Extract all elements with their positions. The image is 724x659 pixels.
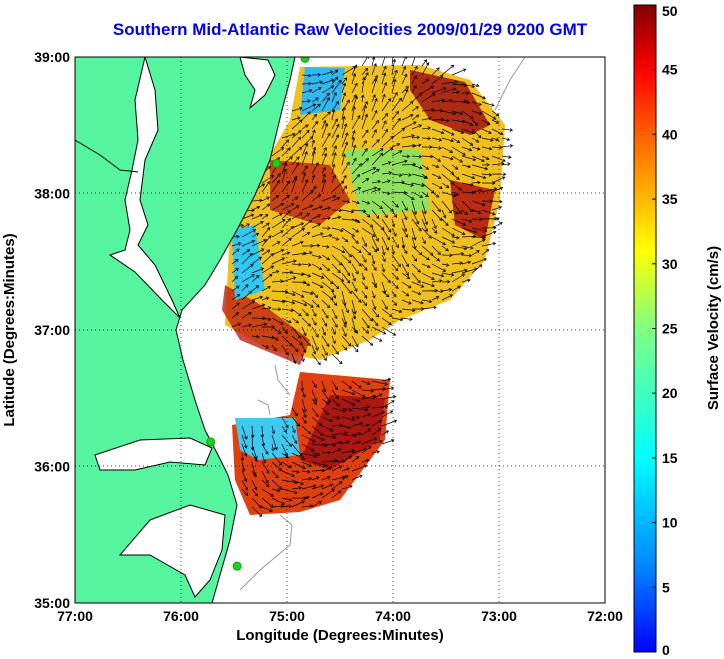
colorbar-tick-label: 40 [662, 126, 678, 142]
station-marker [206, 437, 216, 447]
vector-arrows [231, 57, 514, 517]
current-core-southwest [222, 285, 310, 365]
slow-patch-north [300, 67, 345, 115]
colorbar-ticks: 0 5 10 15 20 25 30 35 40 45 50 [652, 3, 678, 658]
y-tick-labels: 35:00 36:00 37:00 38:00 39:00 [34, 49, 70, 611]
map-axes: 77:00 76:00 75:00 74:00 73:00 72:00 35:00 36:0… [1, 49, 623, 644]
x-tick-label: 72:00 [587, 608, 623, 624]
colorbar-tick-label: 5 [662, 579, 670, 595]
x-tick-label: 76:00 [163, 608, 199, 624]
potomac-river [75, 139, 139, 173]
x-tick-label: 77:00 [57, 608, 93, 624]
moderate-patch-north [345, 150, 430, 215]
x-tick-label: 75:00 [269, 608, 305, 624]
albemarle-sound [94, 437, 213, 471]
map-title: Southern Mid-Atlantic Raw Velocities 200… [112, 20, 588, 39]
delaware-bay [239, 57, 276, 110]
colorbar-tick-label: 0 [662, 642, 670, 658]
velocity-vectors [231, 57, 514, 517]
colorbar-tick-label: 30 [662, 256, 678, 272]
y-tick-label: 35:00 [34, 595, 70, 611]
x-tick-labels: 77:00 76:00 75:00 74:00 73:00 72:00 [57, 608, 623, 624]
isobath-contours [239, 57, 526, 591]
colorbar: 0 5 10 15 20 25 30 35 40 45 50 Surface Velocity (c… [633, 3, 722, 658]
x-axis-label: Longitude (Degrees:Minutes) [236, 627, 444, 644]
x-tick-label: 74:00 [375, 608, 411, 624]
station-markers [206, 57, 310, 571]
y-tick-label: 39:00 [34, 49, 70, 65]
axes-frame [74, 56, 606, 604]
fast-patch-south [300, 395, 385, 470]
grid-lines [75, 57, 605, 603]
colorbar-tick-label: 15 [662, 450, 678, 466]
colorbar-tick-label: 10 [662, 515, 678, 531]
current-core-central [270, 160, 350, 225]
station-marker [271, 158, 281, 168]
y-tick-label: 38:00 [34, 186, 70, 202]
colorbar-tick-label: 45 [662, 62, 678, 78]
x-tick-label: 73:00 [481, 608, 517, 624]
colorbar-label: Surface Velocity (cm/s) [705, 246, 722, 410]
colorbar-tick-label: 35 [662, 191, 678, 207]
station-marker [232, 561, 242, 571]
chesapeake-bay [108, 57, 181, 319]
colorbar-tick-label: 20 [662, 385, 678, 401]
pamlico-sound [118, 504, 226, 598]
y-axis-label: Latitude (Degrees:Minutes) [1, 233, 18, 426]
y-tick-label: 36:00 [34, 459, 70, 475]
colorbar-tick-label: 50 [662, 3, 678, 19]
y-tick-label: 37:00 [34, 322, 70, 338]
colorbar-tick-label: 25 [662, 321, 678, 337]
station-marker [300, 57, 310, 63]
